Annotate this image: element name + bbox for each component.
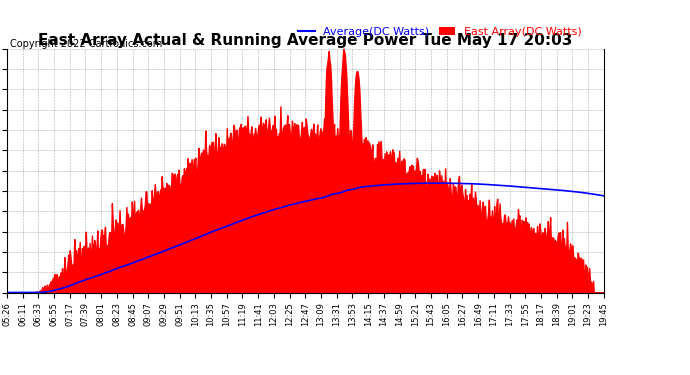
Text: Copyright 2022 Cartronics.com: Copyright 2022 Cartronics.com <box>10 39 163 50</box>
Legend: Average(DC Watts), East Array(DC Watts): Average(DC Watts), East Array(DC Watts) <box>293 22 586 42</box>
Title: East Array Actual & Running Average Power Tue May 17 20:03: East Array Actual & Running Average Powe… <box>38 33 573 48</box>
